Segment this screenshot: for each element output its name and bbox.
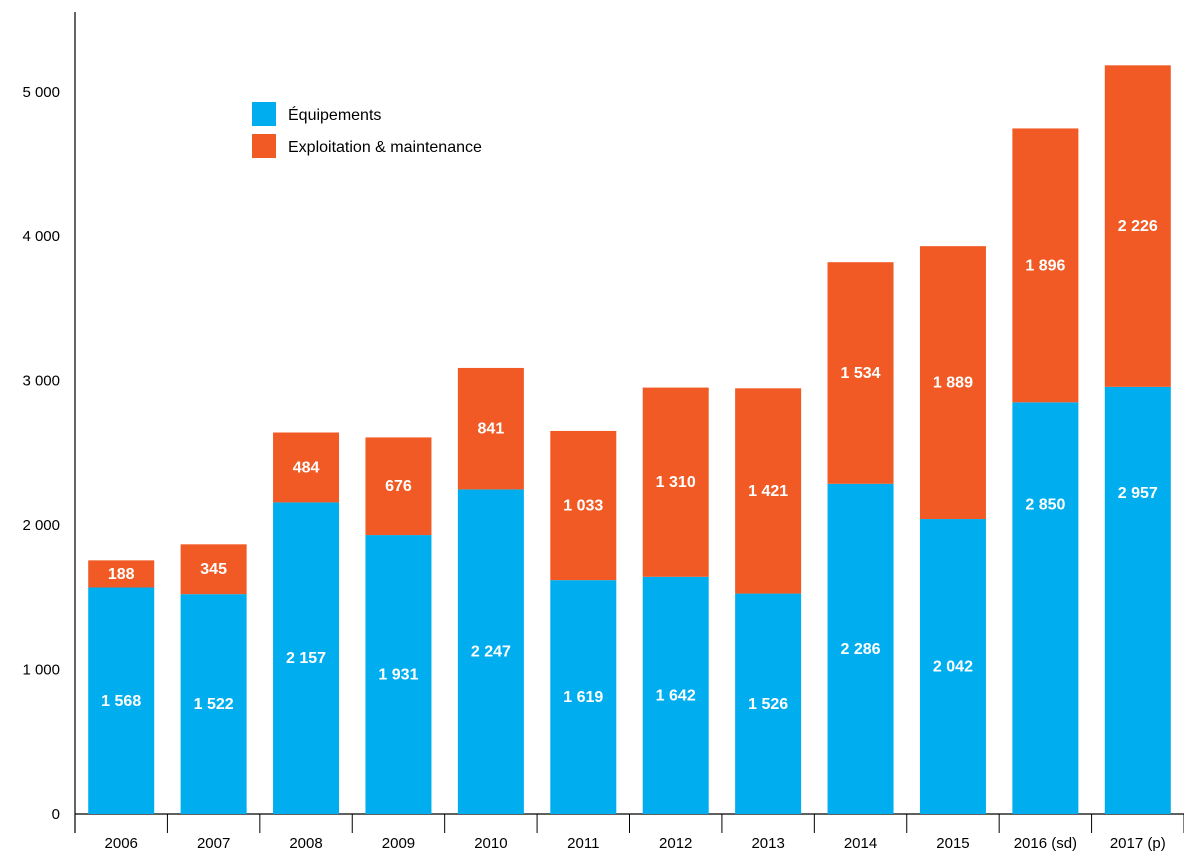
x-axis: 2006 2007 2008 2009 2010 2011 2012 2013 2014 2015… bbox=[74, 813, 1184, 852]
bar-exploitation bbox=[827, 262, 894, 484]
x-tick-label: 2015 bbox=[936, 835, 969, 852]
bar-exploitation bbox=[550, 430, 617, 581]
bar-exploitation bbox=[919, 246, 986, 520]
y-tick-label: 5 000 bbox=[22, 84, 60, 101]
data-label-equipements: 1 619 bbox=[563, 689, 603, 706]
data-label-equipements: 2 157 bbox=[286, 650, 326, 667]
x-tick-label: 2014 bbox=[844, 835, 877, 852]
legend: Équipements Exploitation & maintenance bbox=[252, 102, 482, 158]
legend-label: Exploitation & maintenance bbox=[288, 139, 482, 156]
x-tick-label: 2017 (p) bbox=[1110, 835, 1166, 852]
bar-exploitation bbox=[1104, 65, 1171, 387]
x-tick-label: 2011 bbox=[567, 835, 599, 852]
data-label-exploitation: 2 226 bbox=[1118, 218, 1158, 235]
bar-exploitation bbox=[457, 367, 524, 490]
data-label-exploitation: 1 033 bbox=[563, 498, 603, 515]
data-label-equipements: 1 931 bbox=[378, 667, 418, 684]
data-label-equipements: 2 286 bbox=[841, 641, 881, 658]
bar-exploitation bbox=[735, 388, 802, 594]
x-tick-label: 2008 bbox=[289, 835, 322, 852]
bar-equipements bbox=[642, 576, 709, 814]
bar-equipements bbox=[180, 594, 247, 814]
x-tick-label: 2006 bbox=[105, 835, 138, 852]
bar-exploitation bbox=[273, 432, 340, 503]
bar-exploitation bbox=[88, 560, 155, 588]
bar-equipements bbox=[1012, 402, 1079, 814]
y-tick-label: 3 000 bbox=[22, 373, 60, 390]
bar-equipements bbox=[919, 519, 986, 814]
data-label-equipements: 2 850 bbox=[1025, 496, 1065, 513]
x-tick-label: 2010 bbox=[474, 835, 507, 852]
legend-swatch bbox=[252, 102, 276, 126]
x-tick-label: 2013 bbox=[751, 835, 784, 852]
data-label-equipements: 1 642 bbox=[656, 687, 696, 704]
data-label-exploitation: 484 bbox=[293, 459, 320, 476]
data-label-exploitation: 1 534 bbox=[841, 365, 881, 382]
bar-equipements bbox=[827, 483, 894, 814]
y-tick-label: 0 bbox=[52, 806, 60, 823]
bar-equipements bbox=[550, 580, 617, 814]
data-label-exploitation: 1 421 bbox=[748, 483, 788, 500]
data-label-equipements: 2 042 bbox=[933, 659, 973, 676]
data-label-exploitation: 188 bbox=[108, 566, 135, 583]
legend-label: Équipements bbox=[288, 105, 381, 124]
y-tick-label: 1 000 bbox=[22, 662, 60, 679]
x-tick-label: 2007 bbox=[197, 835, 230, 852]
bar-equipements bbox=[457, 489, 524, 814]
x-tick-label: 2012 bbox=[659, 835, 692, 852]
data-label-exploitation: 345 bbox=[200, 561, 227, 578]
data-label-exploitation: 1 310 bbox=[656, 474, 696, 491]
bar-exploitation bbox=[1012, 128, 1079, 403]
bar-exploitation bbox=[642, 387, 709, 577]
data-label-equipements: 2 957 bbox=[1118, 485, 1158, 502]
legend-swatch bbox=[252, 134, 276, 158]
x-tick-label: 2016 (sd) bbox=[1014, 835, 1077, 852]
y-tick-label: 2 000 bbox=[22, 517, 60, 534]
y-tick-label: 4 000 bbox=[22, 228, 60, 245]
data-label-exploitation: 676 bbox=[385, 478, 412, 495]
bar-equipements bbox=[735, 593, 802, 814]
data-label-equipements: 1 526 bbox=[748, 696, 788, 713]
y-axis: 0 1 000 2 000 3 000 4 000 5 000 bbox=[22, 12, 76, 833]
bars-group: 1 568 188 1 522 345 2 157 484 1 931 676 2 247 841… bbox=[88, 65, 1171, 814]
bar-equipements bbox=[1104, 386, 1171, 814]
data-label-exploitation: 841 bbox=[478, 421, 505, 438]
data-label-exploitation: 1 896 bbox=[1025, 257, 1065, 274]
x-tick-label: 2009 bbox=[382, 835, 415, 852]
data-label-equipements: 1 568 bbox=[101, 693, 141, 710]
data-label-equipements: 1 522 bbox=[194, 696, 234, 713]
bar-equipements bbox=[365, 535, 432, 814]
data-label-exploitation: 1 889 bbox=[933, 375, 973, 392]
bar-equipements bbox=[88, 587, 155, 814]
bar-equipements bbox=[273, 502, 340, 814]
data-label-equipements: 2 247 bbox=[471, 644, 511, 661]
bar-exploitation bbox=[365, 437, 432, 536]
bar-exploitation bbox=[180, 544, 247, 595]
